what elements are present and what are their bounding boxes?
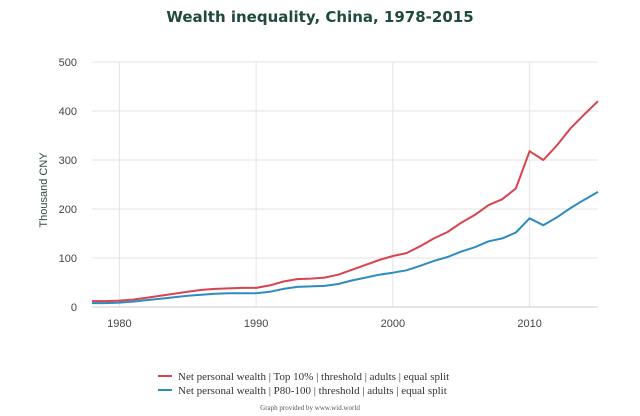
legend-label-p80-100: Net personal wealth | P80-100 | threshol… — [178, 385, 447, 397]
y-axis-label: Thousand CNY — [38, 152, 50, 228]
x-tick-label: 1980 — [107, 318, 131, 330]
chart-title: Wealth inequality, China, 1978-2015 — [166, 8, 473, 26]
y-tick-label: 500 — [59, 57, 77, 69]
series-line-top10 — [92, 100, 599, 303]
y-tick-label: 100 — [59, 253, 77, 265]
legend-label-top10: Net personal wealth | Top 10% | threshol… — [178, 371, 449, 383]
y-tick-label: 0 — [71, 302, 77, 314]
x-axis-ticks: 1980 1990 2000 2010 — [107, 318, 542, 330]
x-tick-label: 1990 — [244, 318, 268, 330]
legend: Net personal wealth | Top 10% | threshol… — [158, 371, 449, 397]
y-tick-label: 200 — [59, 204, 77, 216]
series-lines — [92, 100, 599, 305]
credit-text: Graph provided by www.wid.world — [260, 404, 360, 412]
series-line-p80-100 — [92, 191, 599, 305]
x-tick-label: 2000 — [381, 318, 405, 330]
x-tick-label: 2010 — [517, 318, 541, 330]
grid — [92, 61, 598, 308]
y-tick-label: 300 — [59, 155, 77, 167]
y-tick-label: 400 — [59, 106, 77, 118]
y-axis-ticks: 0 100 200 300 400 500 — [59, 57, 77, 314]
